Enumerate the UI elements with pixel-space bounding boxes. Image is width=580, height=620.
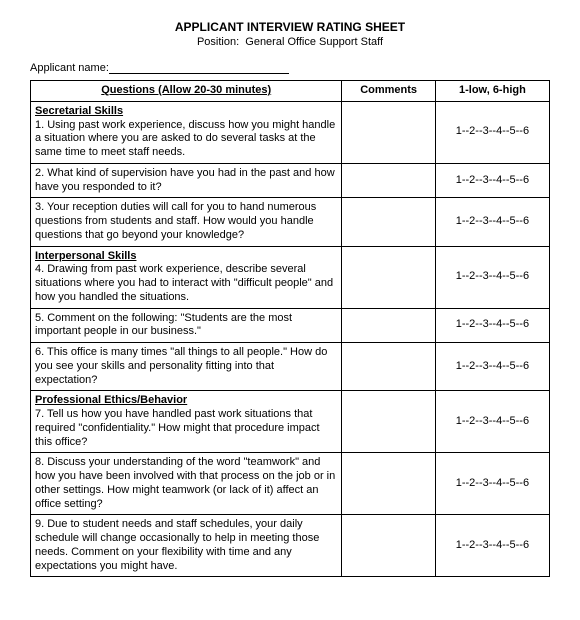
table-row: 9. Due to student needs and staff schedu… bbox=[31, 515, 550, 577]
comments-cell[interactable] bbox=[342, 308, 435, 343]
table-row: Professional Ethics/Behavior7. Tell us h… bbox=[31, 391, 550, 453]
comments-cell[interactable] bbox=[342, 515, 435, 577]
question-cell: 6. This office is many times "all things… bbox=[31, 343, 342, 391]
question-cell: 3. Your reception duties will call for y… bbox=[31, 198, 342, 246]
rating-cell[interactable]: 1--2--3--4--5--6 bbox=[435, 308, 549, 343]
question-text: 3. Your reception duties will call for y… bbox=[35, 201, 337, 242]
question-cell: Interpersonal Skills4. Drawing from past… bbox=[31, 246, 342, 308]
question-cell: Professional Ethics/Behavior7. Tell us h… bbox=[31, 391, 342, 453]
comments-cell[interactable] bbox=[342, 198, 435, 246]
rating-cell[interactable]: 1--2--3--4--5--6 bbox=[435, 343, 549, 391]
question-cell: 5. Comment on the following: "Students a… bbox=[31, 308, 342, 343]
table-row: 8. Discuss your understanding of the wor… bbox=[31, 453, 550, 515]
rating-cell[interactable]: 1--2--3--4--5--6 bbox=[435, 163, 549, 198]
table-header-row: Questions (Allow 20-30 minutes) Comments… bbox=[31, 81, 550, 102]
header-rating: 1-low, 6-high bbox=[435, 81, 549, 102]
document-title: APPLICANT INTERVIEW RATING SHEET bbox=[30, 20, 550, 34]
section-heading: Professional Ethics/Behavior bbox=[35, 394, 337, 408]
question-cell: 2. What kind of supervision have you had… bbox=[31, 163, 342, 198]
applicant-name-field[interactable] bbox=[109, 73, 289, 74]
table-row: 6. This office is many times "all things… bbox=[31, 343, 550, 391]
comments-cell[interactable] bbox=[342, 246, 435, 308]
position-value: General Office Support Staff bbox=[245, 36, 383, 48]
section-heading: Interpersonal Skills bbox=[35, 250, 337, 264]
table-row: 2. What kind of supervision have you had… bbox=[31, 163, 550, 198]
header-questions: Questions (Allow 20-30 minutes) bbox=[31, 81, 342, 102]
rating-cell[interactable]: 1--2--3--4--5--6 bbox=[435, 515, 549, 577]
rating-cell[interactable]: 1--2--3--4--5--6 bbox=[435, 246, 549, 308]
question-cell: Secretarial Skills1. Using past work exp… bbox=[31, 101, 342, 163]
comments-cell[interactable] bbox=[342, 163, 435, 198]
question-text: 9. Due to student needs and staff schedu… bbox=[35, 518, 337, 573]
question-text: 7. Tell us how you have handled past wor… bbox=[35, 408, 337, 449]
question-cell: 8. Discuss your understanding of the wor… bbox=[31, 453, 342, 515]
comments-cell[interactable] bbox=[342, 101, 435, 163]
question-text: 6. This office is many times "all things… bbox=[35, 346, 337, 387]
comments-cell[interactable] bbox=[342, 391, 435, 453]
applicant-label: Applicant name: bbox=[30, 62, 109, 74]
comments-cell[interactable] bbox=[342, 343, 435, 391]
question-text: 1. Using past work experience, discuss h… bbox=[35, 119, 337, 160]
question-text: 2. What kind of supervision have you had… bbox=[35, 167, 337, 195]
position-line: Position: General Office Support Staff bbox=[30, 36, 550, 48]
question-text: 4. Drawing from past work experience, de… bbox=[35, 263, 337, 304]
question-text: 8. Discuss your understanding of the wor… bbox=[35, 456, 337, 511]
question-cell: 9. Due to student needs and staff schedu… bbox=[31, 515, 342, 577]
position-label: Position: bbox=[197, 36, 239, 48]
rating-cell[interactable]: 1--2--3--4--5--6 bbox=[435, 391, 549, 453]
table-row: Interpersonal Skills4. Drawing from past… bbox=[31, 246, 550, 308]
header-comments: Comments bbox=[342, 81, 435, 102]
comments-cell[interactable] bbox=[342, 453, 435, 515]
question-text: 5. Comment on the following: "Students a… bbox=[35, 312, 337, 340]
section-heading: Secretarial Skills bbox=[35, 105, 337, 119]
rating-cell[interactable]: 1--2--3--4--5--6 bbox=[435, 453, 549, 515]
table-row: 3. Your reception duties will call for y… bbox=[31, 198, 550, 246]
rating-cell[interactable]: 1--2--3--4--5--6 bbox=[435, 198, 549, 246]
rating-cell[interactable]: 1--2--3--4--5--6 bbox=[435, 101, 549, 163]
rating-table: Questions (Allow 20-30 minutes) Comments… bbox=[30, 80, 550, 577]
applicant-name-line: Applicant name: bbox=[30, 62, 550, 74]
table-row: 5. Comment on the following: "Students a… bbox=[31, 308, 550, 343]
table-row: Secretarial Skills1. Using past work exp… bbox=[31, 101, 550, 163]
